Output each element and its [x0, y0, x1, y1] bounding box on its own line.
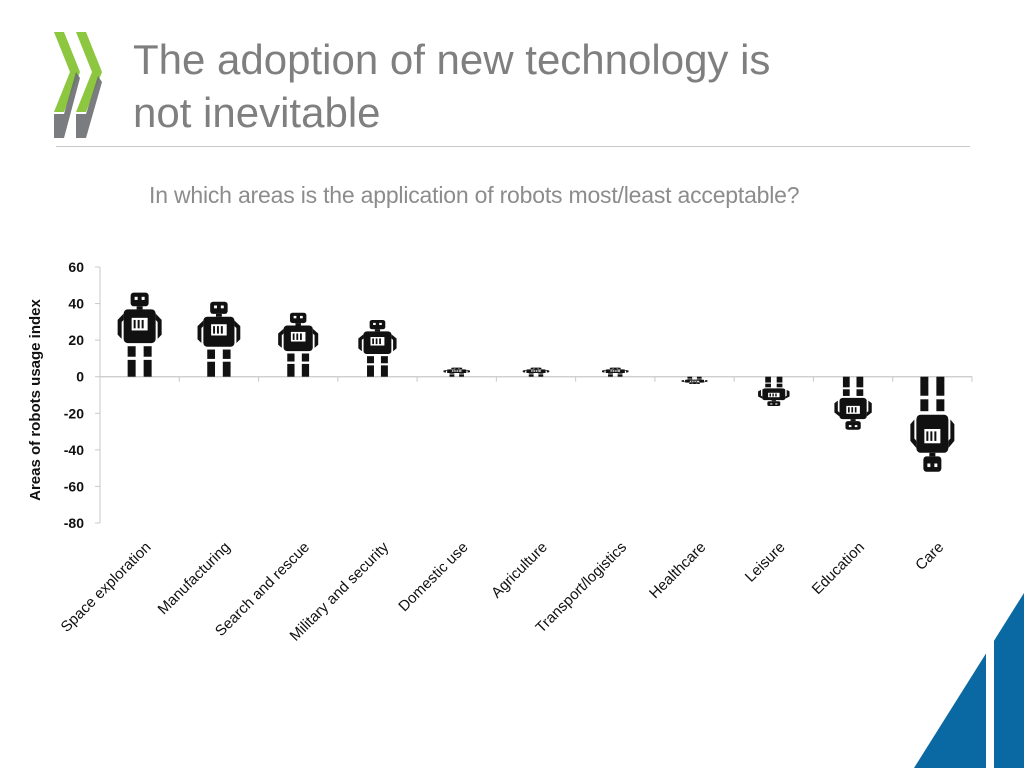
y-tick-label: 0	[76, 369, 84, 385]
corner-decoration	[914, 593, 1024, 768]
robot-mark	[602, 367, 629, 377]
robot-icon	[117, 292, 162, 377]
robot-mark	[197, 301, 241, 377]
y-tick-label: 40	[68, 296, 84, 312]
robot-marks	[117, 292, 955, 472]
x-tick-label: Healthcare	[646, 539, 709, 602]
x-axis	[100, 376, 973, 382]
x-tick-label: Leisure	[742, 539, 789, 586]
x-tick-label: Manufacturing	[154, 539, 233, 618]
y-tick-label: -80	[64, 515, 84, 531]
x-tick-label: Domestic use	[395, 539, 471, 615]
y-tick-label: 20	[68, 332, 84, 348]
y-tick-label: -40	[64, 442, 84, 458]
robot-mark	[681, 376, 708, 385]
robot-icon	[758, 376, 790, 406]
x-tick-label: Space exploration	[58, 539, 155, 636]
y-axis: 60 40 20 0 -20 -40 -60 -80	[64, 259, 101, 531]
slide-title-line-1: The adoption of new technology is	[133, 36, 771, 83]
robot-mark	[910, 376, 955, 472]
robot-icon	[358, 320, 397, 377]
y-tick-label: -20	[64, 405, 84, 421]
robot-mark	[358, 320, 397, 377]
robot-icon	[522, 367, 550, 377]
robot-mark	[522, 367, 550, 377]
robot-icon	[602, 367, 629, 377]
oecd-logo-chevrons-icon	[54, 32, 102, 138]
slide-title-line-2: not inevitable	[133, 89, 381, 136]
robot-mark	[278, 312, 319, 377]
robot-icon	[681, 376, 708, 385]
robot-mark	[117, 292, 162, 377]
robot-icon	[910, 376, 955, 472]
x-tick-label: Agriculture	[488, 539, 551, 602]
slide-title: The adoption of new technology is not in…	[133, 33, 933, 139]
robot-mark	[443, 367, 470, 377]
title-divider	[56, 146, 970, 147]
chart-question: In which areas is the application of rob…	[149, 182, 800, 208]
robot-icon	[278, 312, 319, 377]
y-tick-label: 60	[68, 259, 84, 275]
robot-icon	[834, 376, 872, 430]
robot-mark	[758, 376, 790, 406]
y-tick-label: -60	[64, 478, 84, 494]
robot-mark	[834, 376, 872, 430]
y-axis-label: Areas of robots usage index	[27, 298, 44, 500]
robot-icon	[197, 301, 241, 377]
x-tick-label: Care	[912, 539, 947, 574]
robot-icon	[443, 367, 470, 377]
x-tick-label: Education	[809, 539, 868, 598]
